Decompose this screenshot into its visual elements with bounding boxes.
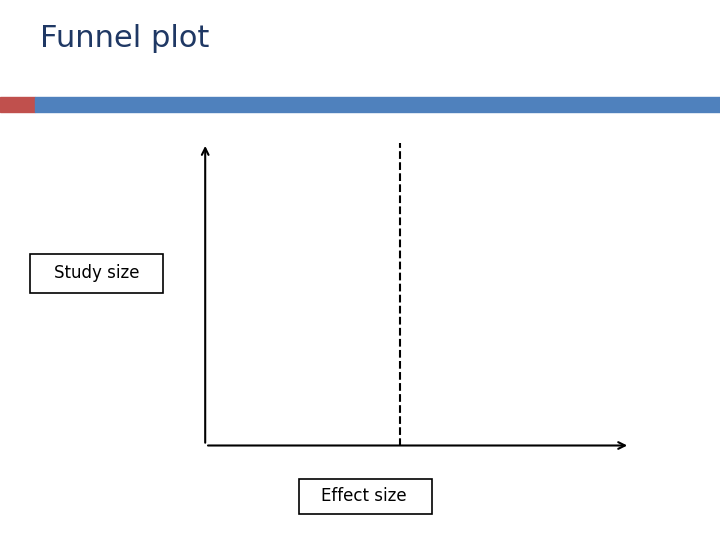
Bar (0, 97, 35, 112)
FancyBboxPatch shape (30, 254, 163, 293)
Text: Effect size: Effect size (321, 487, 406, 505)
Bar (35, 97, 720, 112)
Text: Study size: Study size (55, 264, 140, 282)
FancyBboxPatch shape (299, 479, 432, 514)
Text: Funnel plot: Funnel plot (40, 24, 209, 53)
